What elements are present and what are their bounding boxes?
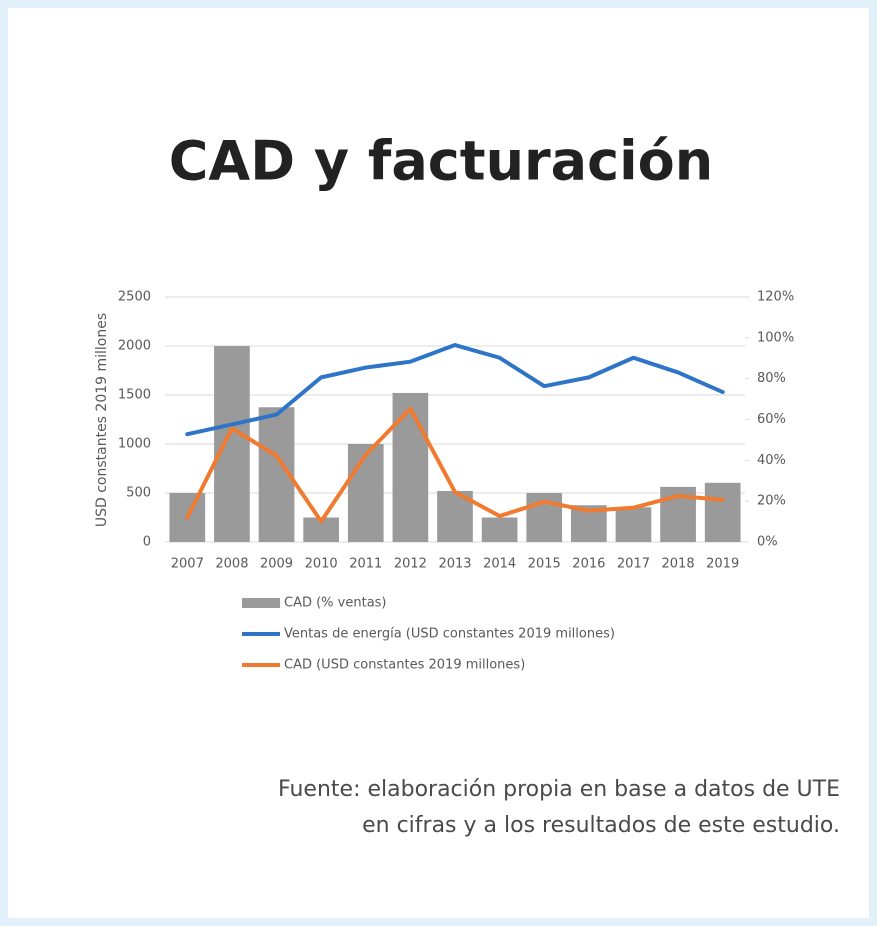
bar [481,517,518,542]
y-tick-label: 500 [126,486,151,501]
x-tick-label: 2014 [483,557,516,572]
y-axis-label: USD constantes 2019 millones [94,313,110,527]
y2-tick-label: 60% [757,412,786,427]
x-tick-label: 2008 [215,557,248,572]
legend-label: CAD (% ventas) [284,596,387,611]
y2-tick-label: 100% [757,330,794,345]
chart-title: CAD y facturación [169,130,713,193]
x-tick-label: 2017 [617,557,650,572]
legend-label: CAD (USD constantes 2019 millones) [284,658,525,673]
source-line: Fuente: elaboración propia en base a dat… [278,777,840,802]
legend-label: Ventas de energía (USD constantes 2019 m… [284,627,615,642]
x-tick-label: 2009 [260,557,293,572]
x-tick-label: 2015 [528,557,561,572]
bar [704,482,741,542]
y2-tick-label: 40% [757,453,786,468]
x-tick-label: 2018 [662,557,695,572]
y2-tick-label: 20% [757,494,786,509]
bar [214,346,250,542]
y-tick-label: 1000 [118,437,151,452]
y2-tick-label: 120% [757,290,794,305]
x-tick-label: 2012 [394,557,427,572]
y-tick-label: 2000 [118,339,151,354]
x-tick-label: 2016 [572,557,605,572]
bar [392,392,429,542]
y2-tick-label: 0% [757,535,778,550]
y-tick-label: 1500 [118,388,151,403]
source-line: en cifras y a los resultados de este est… [362,813,840,838]
legend-swatch [242,598,280,608]
y-tick-label: 0 [143,535,151,550]
bar [347,444,384,542]
x-tick-label: 2013 [438,557,471,572]
line [185,406,725,524]
line [185,343,725,437]
x-tick-label: 2019 [706,557,739,572]
x-tick-label: 2011 [349,557,382,572]
x-tick-label: 2007 [171,557,204,572]
y2-tick-label: 80% [757,371,786,386]
bar [615,507,652,542]
x-tick-label: 2010 [305,557,338,572]
y-tick-label: 2500 [118,290,151,305]
